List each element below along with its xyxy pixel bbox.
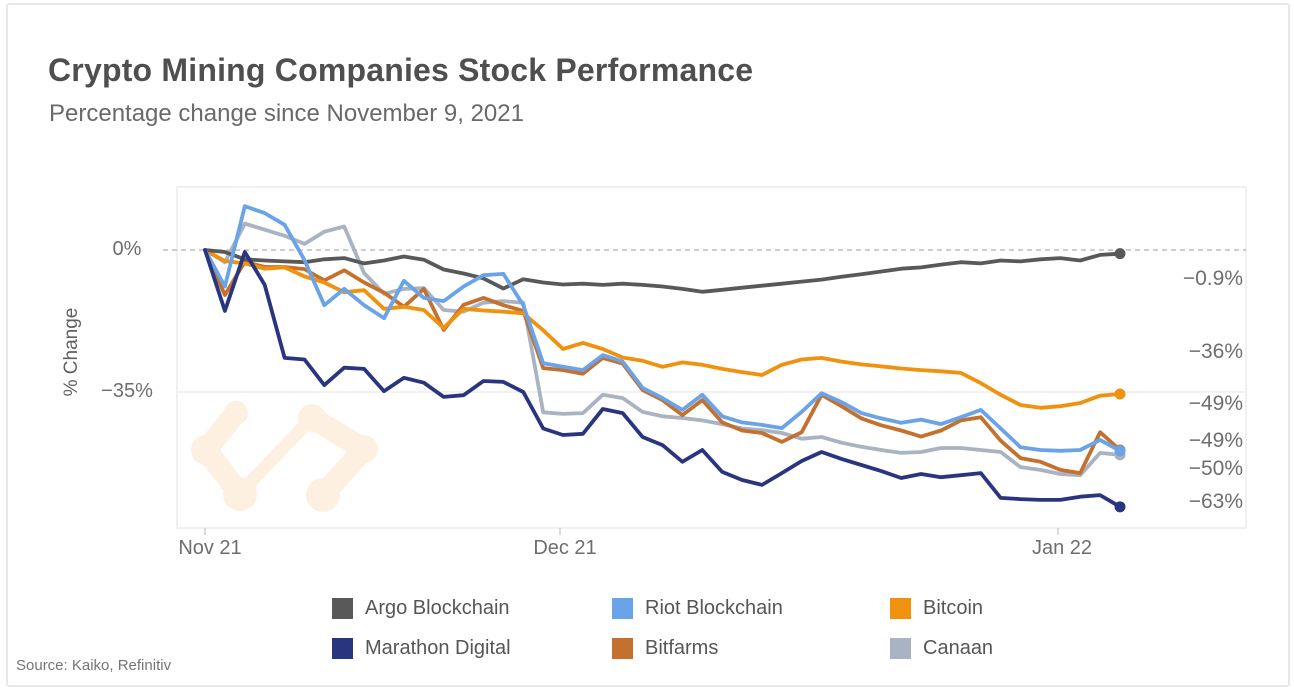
end-value-label-marathon: −63% <box>1188 490 1243 513</box>
plot-border <box>176 186 1247 529</box>
chart-subtitle: Percentage change since November 9, 2021 <box>49 100 524 127</box>
series-line-argo-blockchain <box>203 248 1122 294</box>
end-value-label-riot: −49% <box>1188 392 1243 415</box>
series-end-dot-argo-blockchain <box>1114 248 1126 260</box>
card-border <box>6 3 1290 687</box>
x-tick-label-nov: Nov 21 <box>178 537 242 559</box>
end-value-label-bitfarms: −49% <box>1188 429 1243 452</box>
y-tick-label-35: −35% <box>101 380 153 402</box>
end-value-label-argo: −0.9% <box>1182 267 1243 290</box>
series-line-riot-blockchain <box>203 204 1122 453</box>
series-line-marathon-digital <box>203 248 1122 509</box>
series-line-bitcoin <box>203 248 1122 410</box>
x-tick-label-jan: Jan 22 <box>1031 537 1093 559</box>
end-value-label-canaan: −50% <box>1188 457 1243 480</box>
kaiko-logo-watermark <box>191 401 378 512</box>
series-end-dot-riot-blockchain <box>1114 445 1126 457</box>
series-line-canaan <box>203 221 1122 478</box>
source-credit: Source: Kaiko, Refinitiv <box>16 657 172 674</box>
y-tick-label-0: 0% <box>112 238 142 260</box>
series-end-dot-bitcoin <box>1114 388 1126 400</box>
page-title: Crypto Mining Companies Stock Performanc… <box>48 52 754 88</box>
end-value-label-bitcoin: −36% <box>1188 340 1243 363</box>
series-end-dot-marathon-digital <box>1114 501 1126 513</box>
x-tick-label-dec: Dec 21 <box>533 537 597 559</box>
